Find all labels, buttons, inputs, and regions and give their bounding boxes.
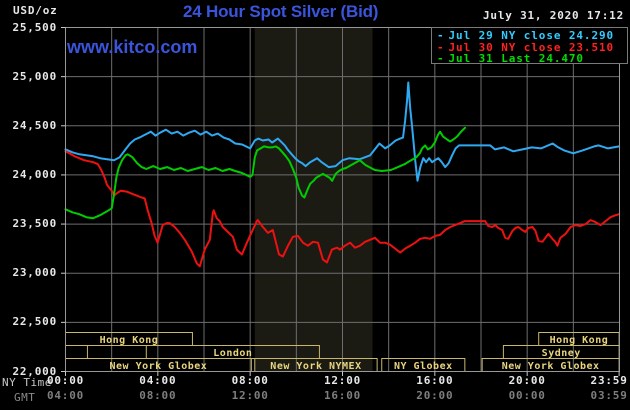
x-axis-label-ny: 04:00 — [139, 374, 177, 387]
x-axis-label-gmt: 08:00 — [139, 389, 177, 402]
page-title: 24 Hour Spot Silver (Bid) — [183, 2, 379, 21]
session-label: Sydney — [542, 348, 581, 359]
x-axis-label-gmt: 12:00 — [231, 389, 269, 402]
session-label: NY Globex — [394, 361, 453, 372]
x-axis-label-gmt: 20:00 — [416, 389, 454, 402]
x-axis-label-gmt: 00:00 — [508, 389, 546, 402]
y-axis-label: 24,500 — [12, 118, 57, 132]
y-axis-unit-label: USD/oz — [13, 4, 58, 17]
x-axis-label-ny: 08:00 — [231, 374, 269, 387]
kitco-watermark: www.kitco.com — [67, 37, 198, 57]
series-line-jul-31 — [64, 126, 467, 220]
gmt-axis-label: GMT — [14, 391, 36, 404]
legend-swatch: - — [437, 52, 445, 65]
session-label: London — [213, 348, 252, 359]
y-axis-label: 23,500 — [12, 217, 57, 231]
session-label: Hong Kong — [550, 335, 609, 346]
legend-label: Jul 31 Last 24.470 — [448, 52, 584, 65]
legend-label: Jul 29 NY close 24.290 — [448, 29, 615, 42]
y-axis-label: 25,000 — [12, 69, 57, 83]
x-axis-label-ny: 12:00 — [323, 374, 362, 387]
legend-item: - Jul 29 NY close 24.290 — [437, 29, 627, 42]
legend-swatch: - — [437, 29, 445, 42]
x-axis-label-ny: 20:00 — [508, 374, 546, 387]
y-axis-label: 22,500 — [12, 315, 57, 329]
legend-label: Jul 30 NY close 23.510 — [448, 40, 615, 54]
x-axis-label-ny: 16:00 — [416, 374, 454, 387]
y-axis-label: 22,000 — [12, 364, 57, 378]
session-box — [65, 345, 88, 359]
x-axis-label-gmt: 03:59 — [590, 389, 628, 402]
y-axis-label: 24,000 — [12, 167, 57, 181]
x-axis-label-gmt: 16:00 — [323, 389, 362, 402]
x-axis-label-ny: 00:00 — [46, 374, 85, 387]
chart-timestamp: July 31, 2020 17:12 — [482, 9, 624, 22]
legend-item: - Jul 31 Last 24.470 — [437, 52, 627, 65]
session-label: Hong Kong — [100, 335, 159, 346]
nymex-session-band — [254, 27, 373, 372]
session-label: New York Globex — [502, 361, 600, 372]
session-label: New York NYMEX — [270, 361, 361, 372]
y-axis-label: 25,500 — [12, 20, 57, 34]
series-line-jul-30 — [64, 150, 620, 268]
ny-time-axis-label: NY Time — [2, 376, 52, 389]
series-line-jul-29 — [64, 81, 620, 182]
x-axis-label-ny: 23:59 — [590, 374, 628, 387]
legend-item: - Jul 30 NY close 23.510 — [437, 40, 627, 54]
legend-swatch: - — [437, 40, 445, 54]
session-label: New York Globex — [110, 361, 208, 372]
y-axis-label: 23,000 — [12, 266, 57, 280]
x-axis-label-gmt: 04:00 — [46, 389, 85, 402]
legend: - Jul 29 NY close 24.290- Jul 30 NY close … — [431, 27, 628, 65]
